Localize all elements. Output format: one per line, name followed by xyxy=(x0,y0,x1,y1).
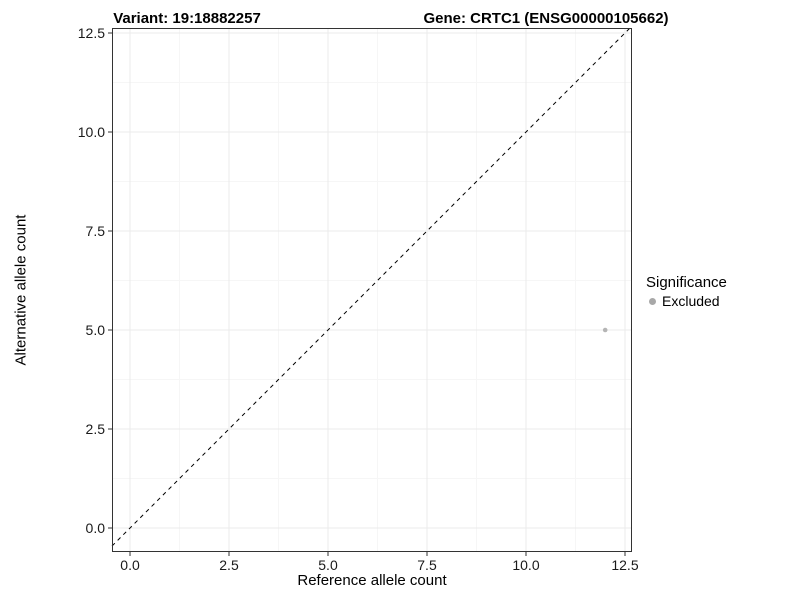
x-axis-tick-label: 7.5 xyxy=(417,557,437,573)
legend-item-excluded: Excluded xyxy=(646,293,727,309)
panel-border xyxy=(112,28,632,552)
x-axis-tick-label: 2.5 xyxy=(219,557,239,573)
y-axis-tick-label: 2.5 xyxy=(85,420,105,437)
excluded-point-icon xyxy=(649,297,656,305)
y-axis-label: Alternative allele count xyxy=(12,214,30,366)
x-axis-tick-label: 5.0 xyxy=(318,557,338,573)
legend-item-label: Excluded xyxy=(662,293,720,309)
x-axis-label: Reference allele count xyxy=(297,572,447,589)
x-axis-tick-label: 10.0 xyxy=(512,557,540,573)
legend: Significance Excluded xyxy=(646,274,727,309)
plot-canvas xyxy=(108,27,632,556)
y-axis-tick-label: 10.0 xyxy=(77,123,105,140)
x-axis-tick-label: 12.5 xyxy=(611,557,639,573)
x-axis-tick-label: 0.0 xyxy=(120,557,140,573)
plot-title-variant: Variant: 19:18882257 xyxy=(113,10,261,27)
y-axis-tick-label: 0.0 xyxy=(85,520,105,536)
identity-reference-line xyxy=(111,27,631,547)
y-axis-tick-label: 7.5 xyxy=(85,222,105,239)
legend-title: Significance xyxy=(646,274,727,291)
plot-panel xyxy=(108,27,632,556)
y-axis-tick-label: 5.0 xyxy=(85,321,105,338)
plot-title-gene: Gene: CRTC1 (ENSG00000105662) xyxy=(423,10,669,27)
y-axis-tick-label: 12.5 xyxy=(77,24,105,41)
data-point xyxy=(602,327,608,333)
